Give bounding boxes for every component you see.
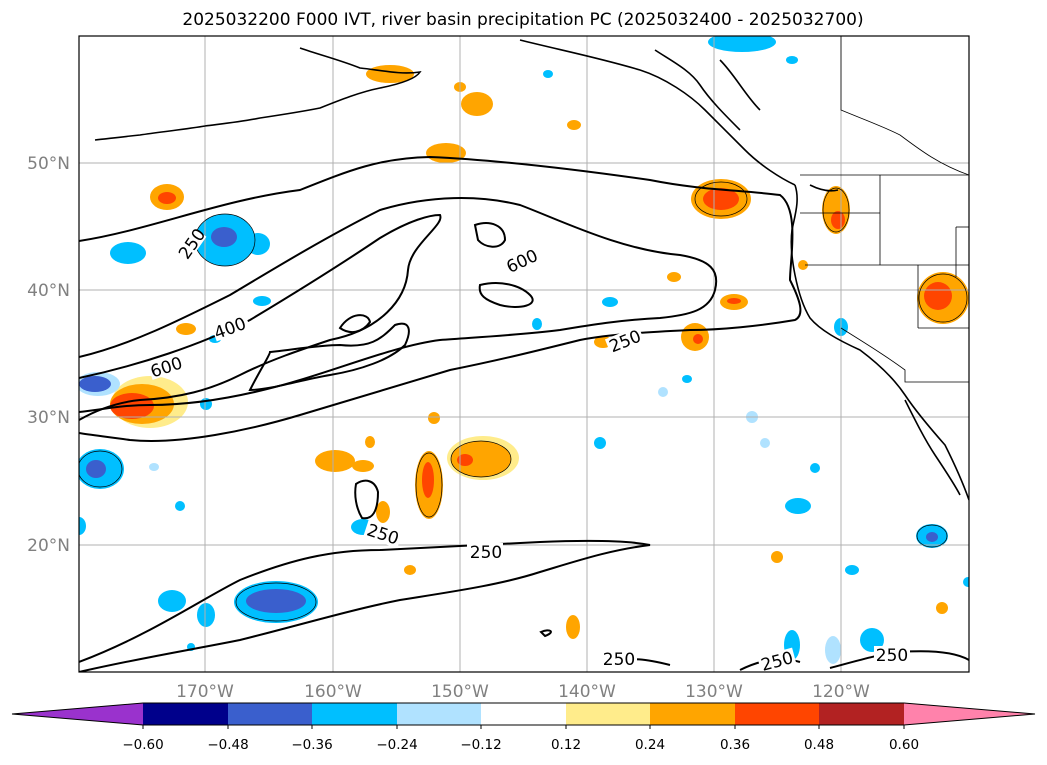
colorbar-tick-marks <box>142 725 905 729</box>
lat-label: 30°N <box>27 408 70 428</box>
contour-label: 250 <box>470 543 502 563</box>
colorbar-bin <box>481 703 566 725</box>
lat-label: 50°N <box>27 154 70 174</box>
colorbar-bin <box>735 703 819 725</box>
coastlines <box>94 39 969 501</box>
colorbar-tick-label: 0.60 <box>889 737 919 753</box>
colorbar-tick-label: −0.12 <box>460 737 501 753</box>
colorbar-tick-label: −0.36 <box>291 737 332 753</box>
map-frame <box>78 35 970 673</box>
colorbar-tick-label: 0.12 <box>551 737 581 753</box>
map-panel: 250 400 600 600 250 250 250 250 250 250 <box>79 36 969 676</box>
lon-label: 140°W <box>558 682 616 702</box>
colorbar-tick-label: 0.36 <box>720 737 750 753</box>
colorbar-bin <box>143 703 228 725</box>
lat-label: 20°N <box>27 536 70 556</box>
negative-pc-shading <box>79 36 969 664</box>
lat-label: 40°N <box>27 281 70 301</box>
map-title: 2025032200 F000 IVT, river basin precipi… <box>182 10 863 30</box>
colorbar-bin <box>228 703 312 725</box>
contour-label: 250 <box>876 646 908 666</box>
colorbar-bin <box>397 703 481 725</box>
colorbar-extend-high <box>904 703 1035 725</box>
colorbar: −0.60 −0.48 −0.36 −0.24 −0.12 0.12 0.24 … <box>11 702 1036 753</box>
colorbar-tick-label: −0.24 <box>376 737 417 753</box>
colorbar-bin <box>312 703 397 725</box>
lon-label: 170°W <box>176 682 234 702</box>
borders <box>800 36 969 383</box>
lon-label: 150°W <box>431 682 489 702</box>
colorbar-extend-low <box>12 703 143 725</box>
contour-label: 250 <box>759 648 796 676</box>
colorbar-tick-label: −0.60 <box>122 737 163 753</box>
lon-label: 120°W <box>812 682 870 702</box>
colorbar-tick-label: 0.24 <box>635 737 665 753</box>
ivt-contours <box>79 155 969 672</box>
colorbar-bin <box>650 703 735 725</box>
colorbar-tick-label: −0.48 <box>207 737 248 753</box>
lon-label: 130°W <box>685 682 743 702</box>
colorbar-bin <box>566 703 650 725</box>
longitude-labels: 170°W 160°W 150°W 140°W 130°W 120°W <box>176 682 870 702</box>
latitude-labels: 50°N 40°N 30°N 20°N <box>27 154 70 556</box>
contour-label: 250 <box>603 650 635 670</box>
colorbar-bin <box>819 703 904 725</box>
lon-label: 160°W <box>304 682 362 702</box>
colorbar-tick-label: 0.48 <box>804 737 834 753</box>
